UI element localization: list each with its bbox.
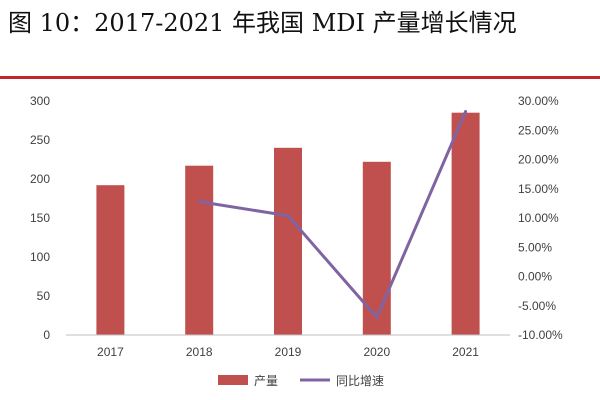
legend-label-line: 同比增速	[336, 374, 384, 388]
title-rule	[0, 76, 600, 79]
bar-series	[96, 112, 480, 335]
bar-2021	[451, 112, 480, 335]
right-tick-label: 15.00%	[518, 182, 559, 196]
x-tick-label: 2021	[452, 345, 479, 359]
bar-2017	[96, 185, 125, 335]
legend-swatch-bar	[218, 375, 248, 385]
legend-label-bar: 产量	[254, 374, 278, 388]
left-tick-label: 0	[43, 328, 50, 342]
left-axis: 0 50 100 150 200 250 300	[30, 94, 50, 342]
left-tick-label: 50	[37, 289, 51, 303]
bar-2019	[274, 147, 302, 335]
growth-point-2020	[375, 315, 379, 319]
right-tick-label: 25.00%	[518, 123, 559, 137]
x-axis: 2017 2018 2019 2020 2021	[66, 334, 510, 359]
right-tick-label: 20.00%	[518, 153, 559, 167]
figure-title: 图 10：2017-2021 年我国 MDI 产量增长情况	[8, 9, 517, 37]
growth-line	[198, 110, 467, 319]
right-tick-label: 5.00%	[518, 240, 552, 254]
left-tick-label: 250	[30, 133, 50, 147]
right-tick-label: 30.00%	[518, 94, 559, 108]
growth-point-2021	[464, 110, 468, 113]
left-tick-label: 300	[30, 94, 50, 108]
x-tick-label: 2020	[363, 345, 390, 359]
growth-point-2019	[286, 214, 290, 218]
x-tick-label: 2018	[186, 345, 213, 359]
x-tick-label: 2019	[275, 345, 302, 359]
growth-point-2018	[197, 200, 201, 204]
legend: 产量 同比增速	[218, 374, 384, 388]
left-tick-label: 150	[30, 211, 50, 225]
left-tick-label: 200	[30, 172, 50, 186]
right-tick-label: 10.00%	[518, 211, 559, 225]
line-series	[197, 110, 468, 319]
right-axis: -10.00% -5.00% 0.00% 5.00% 10.00% 15.00% 20.00…	[518, 94, 563, 342]
right-tick-label: -10.00%	[518, 328, 563, 342]
right-tick-label: -5.00%	[518, 299, 556, 313]
bar-2018	[185, 165, 214, 335]
x-tick-label: 2017	[97, 345, 124, 359]
right-tick-label: 0.00%	[518, 270, 552, 284]
left-tick-label: 100	[30, 250, 50, 264]
bar-2020	[362, 161, 391, 335]
